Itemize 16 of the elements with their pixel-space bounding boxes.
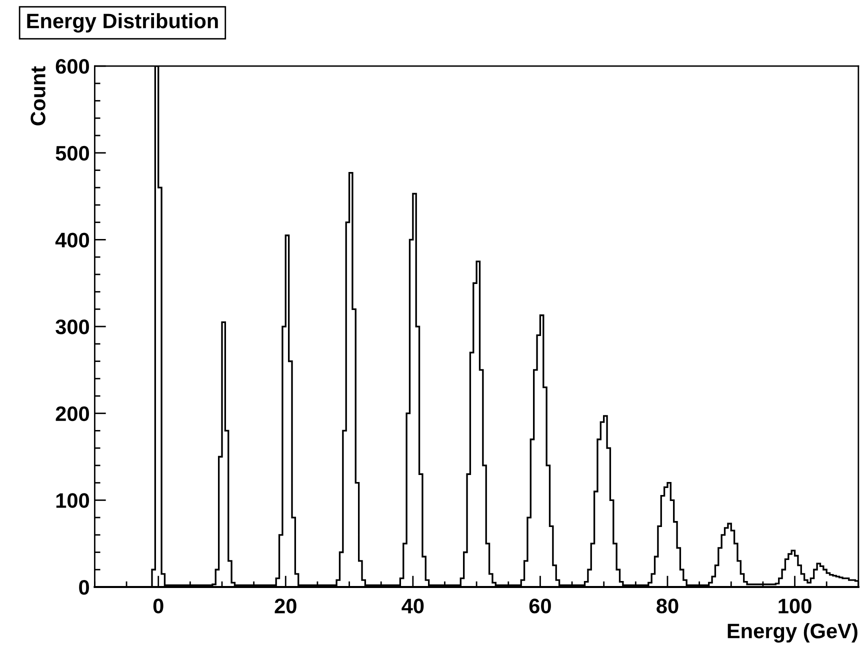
y-tick-label: 100 — [56, 493, 89, 508]
y-tick-label: 200 — [56, 406, 89, 422]
chart-title: Energy Distribution — [27, 13, 218, 33]
y-tick-label: 500 — [56, 146, 89, 161]
y-tick-label: 600 — [56, 59, 89, 74]
y-axis-title: Count — [30, 66, 46, 126]
y-tick-label: 0 — [79, 580, 89, 595]
x-tick-label: 20 — [274, 598, 296, 614]
x-tick-label: 0 — [153, 598, 164, 614]
y-tick-label: 300 — [56, 320, 89, 334]
x-tick-label: 100 — [778, 598, 812, 614]
x-tick-label: 80 — [656, 598, 678, 614]
x-tick-label: 40 — [402, 598, 424, 614]
y-tick-label: 400 — [55, 232, 89, 248]
x-axis-title: Energy (GeV) — [728, 623, 858, 643]
x-tick-label: 60 — [529, 598, 551, 614]
